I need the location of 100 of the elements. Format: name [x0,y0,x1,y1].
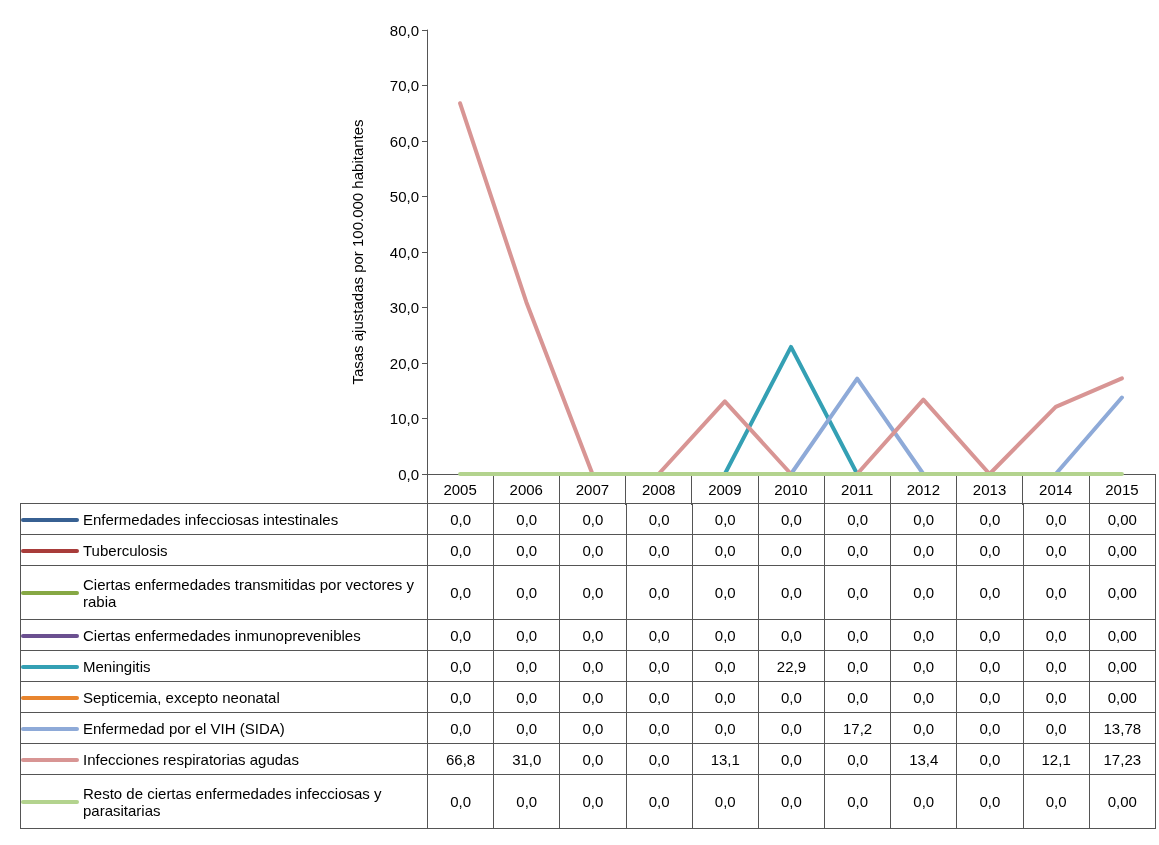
text: 0,00 [1107,584,1137,601]
text: 0,0 [847,626,869,644]
text: 0,0 [1045,688,1067,706]
text: 0,0 [648,541,670,559]
text: 0,0 [450,657,472,675]
legend-label: Ciertas enfermedades inmunoprevenibles [83,627,362,645]
x-tick-label: 2008 [641,481,676,498]
y-tick-label: 10,0 [389,410,419,427]
x-tick-label: 2007 [575,481,610,498]
text: 0,0 [648,626,670,644]
y-tick-label: 50,0 [389,188,419,205]
x-tick-label: 2009 [708,481,742,498]
x-tick-label: 2013 [972,481,1007,498]
text: 0,0 [847,541,869,559]
text: 0,0 [648,657,670,675]
text: 0,0 [450,626,472,644]
data-label: 0,0 [493,774,560,829]
text: 0,0 [1045,626,1067,644]
text: 0,0 [1045,584,1067,601]
text: 0,0 [516,510,538,528]
text: 0,0 [582,688,604,706]
text: 0,0 [450,719,472,737]
text: 0,0 [582,626,604,644]
text: 0,0 [847,688,869,706]
y-tick-label: 40,0 [389,243,419,261]
text: 0,0 [979,541,1001,559]
data-label: 66,8 [427,743,494,775]
data-label: 0,0 [956,774,1024,829]
data-label: 17,2 [824,712,891,744]
text: 0,0 [847,510,869,528]
text: 0,0 [582,541,604,559]
text: 0,0 [516,657,538,675]
text: 0,0 [714,510,736,528]
data-label: 0,0 [559,774,627,829]
legend-label: Resto de ciertas enfermedades infecciosas y parasitarias [83,784,383,819]
text: 0,0 [979,719,1001,737]
text: 0,0 [450,541,472,559]
y-tick-label: 70,0 [389,77,419,94]
text: 0,0 [714,626,736,644]
text: 0,0 [582,657,604,675]
text: 0,0 [648,584,670,601]
data-label: 0,0 [890,774,957,829]
y-tick-label: 30,0 [389,299,419,316]
text: 0,0 [1045,541,1067,559]
legend-label: Enfermedades infecciosas intestinales [83,511,340,529]
text: 0,00 [1107,510,1137,528]
data-label: 31,0 [493,743,560,775]
data-label: 17,23 [1089,743,1156,775]
text: 0,00 [1107,657,1137,675]
text: 0,0 [582,584,604,601]
text: 0,0 [714,541,736,559]
text: 0,00 [1107,626,1137,644]
data-label: 0,0 [1023,712,1090,744]
text: 0,0 [979,510,1001,528]
x-tick-label: 2015 [1105,481,1139,498]
text: 0,0 [979,688,1001,706]
text: 0,0 [516,584,538,601]
x-tick-label: 2005 [443,481,477,498]
data-label: 0,0 [692,650,759,682]
text: 0,0 [450,510,472,528]
data-label: 0,0 [758,743,825,775]
data-label: 0,0 [1023,774,1090,829]
text: 0,0 [847,584,869,601]
text: 0,0 [913,510,935,528]
legend-label: Infecciones respiratorias agudas [83,751,300,769]
text: 0,0 [781,541,802,559]
x-tick-label: 2010 [774,481,808,498]
y-tick-label: 60,0 [389,132,419,150]
text: 0,0 [781,688,802,706]
text: 0,0 [979,657,1001,675]
text: 0,0 [979,626,1001,644]
text: 0,0 [714,688,736,706]
data-label: 22,9 [758,650,825,682]
text: 0,0 [648,688,670,706]
data-label: 0,0 [626,774,693,829]
x-tick-label: 2012 [906,481,941,498]
text: 0,0 [913,657,935,675]
text: 0,0 [516,719,538,737]
data-label: 0,0 [559,743,627,775]
legend-label: Enfermedad por el VIH (SIDA) [83,720,286,738]
text: 0,0 [913,584,935,601]
data-label: 0,0 [427,774,494,829]
text: 0,0 [781,584,802,601]
text: 0,0 [781,510,802,528]
x-tick-label: 2011 [841,481,874,498]
data-label: 0,0 [626,743,693,775]
data-label: 0,0 [824,743,891,775]
text: 0,0 [913,541,935,559]
text: 0,0 [913,626,935,644]
data-label: 0,0 [758,774,825,829]
data-label: 0,0 [824,650,891,682]
data-label: 13,78 [1089,712,1156,744]
text: 0,0 [714,584,736,601]
text: 0,0 [582,719,604,737]
text: 0,0 [714,719,736,737]
legend-label: Ciertas enfermedades transmitidas por vectores y rabia [83,575,415,610]
y-tick-label: 20,0 [389,354,419,372]
text: 0,0 [516,541,538,559]
legend-label: Meningitis [83,658,152,676]
data-label: 0,00 [1089,774,1156,829]
